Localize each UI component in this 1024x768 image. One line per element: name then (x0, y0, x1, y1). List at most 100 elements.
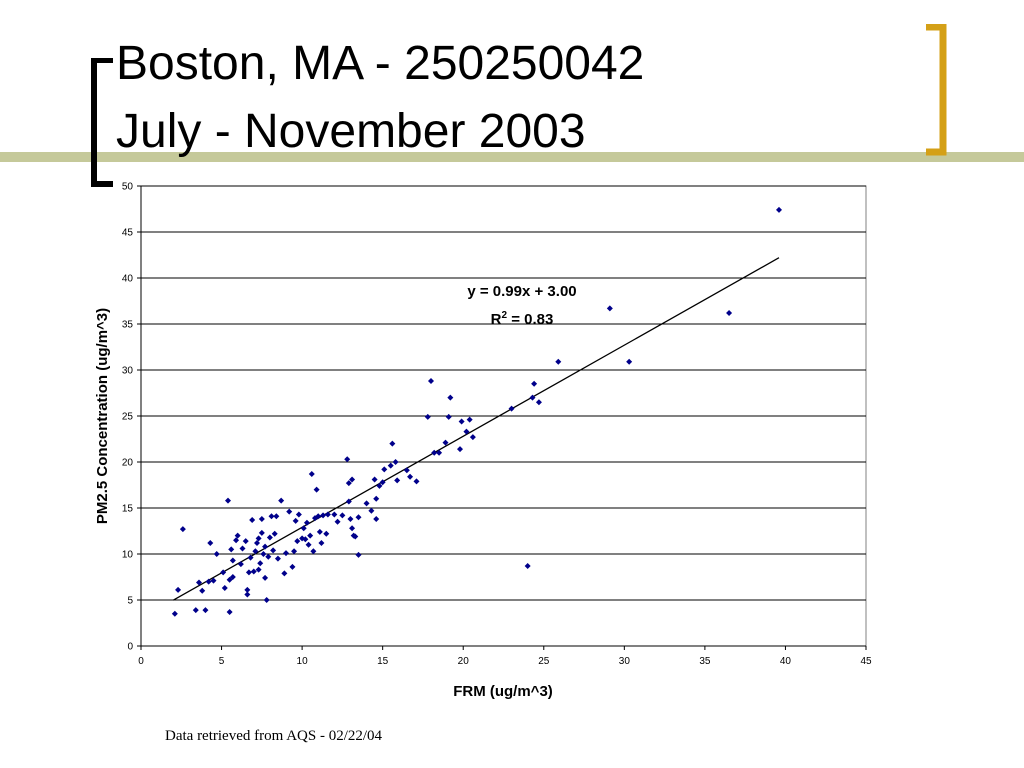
data-source-footer: Data retrieved from AQS - 02/22/04 (165, 728, 383, 744)
data-point (313, 486, 320, 493)
x-tick-label: 15 (377, 656, 389, 667)
data-point (529, 394, 536, 401)
data-point (381, 466, 388, 473)
data-point (300, 525, 307, 532)
data-point (431, 449, 438, 456)
y-tick-label: 40 (122, 274, 134, 285)
right-bracket-shape (926, 24, 947, 156)
trendline-group (172, 257, 780, 601)
x-tick-label: 20 (458, 656, 470, 667)
data-point (291, 548, 298, 555)
data-point (320, 512, 327, 519)
data-point (379, 479, 386, 486)
x-tick-label: 5 (219, 656, 225, 667)
data-point (255, 535, 262, 542)
data-point (394, 477, 401, 484)
data-point (295, 511, 302, 518)
data-point (244, 591, 251, 598)
data-point (531, 380, 538, 387)
data-point (262, 574, 269, 581)
x-tick-label: 30 (619, 656, 631, 667)
data-point (403, 467, 410, 474)
data-point (263, 597, 270, 603)
data-point (389, 440, 396, 447)
data-point (234, 532, 241, 539)
data-point (229, 574, 236, 580)
data-point (228, 546, 235, 553)
data-point (305, 541, 312, 548)
data-point (229, 557, 236, 564)
data-point (207, 539, 214, 546)
data-point (249, 516, 256, 523)
data-point (344, 456, 351, 463)
r2-prefix: R (491, 311, 502, 328)
trendline (172, 257, 780, 601)
y-axis-label: PM2.5 Concentration (ug/m^3) (94, 308, 111, 524)
data-point (726, 309, 733, 316)
x-tick-label: 35 (699, 656, 711, 667)
data-point (271, 530, 278, 537)
data-point (349, 476, 356, 483)
data-point (220, 569, 227, 576)
axes: 0 5 10 15 20 25 30 35 40 45 50 0 5 10 15 20 25 30 35 40 45 (122, 182, 872, 668)
data-point (428, 378, 434, 385)
data-point (352, 533, 359, 540)
y-tick-label: 5 (127, 596, 133, 607)
data-point (535, 399, 542, 406)
regression-equation: y = 0.99x + 3.00 (467, 283, 576, 300)
data-point (463, 428, 470, 435)
data-point (245, 569, 252, 576)
data-point (524, 562, 531, 569)
data-point (373, 495, 380, 502)
data-point (387, 462, 394, 469)
data-point (424, 413, 431, 420)
data-point (508, 405, 515, 412)
x-tick-label: 45 (860, 656, 872, 667)
data-point (345, 498, 352, 505)
data-point (413, 478, 420, 485)
data-point (345, 480, 352, 487)
data-point (458, 418, 465, 425)
slide-title-line-2: July - November 2003 (116, 105, 586, 158)
data-point (221, 585, 228, 592)
data-point (266, 534, 273, 541)
r2-superscript: 2 (501, 310, 507, 321)
data-point (371, 476, 378, 483)
y-tick-label: 25 (122, 412, 134, 423)
data-point (289, 563, 296, 570)
data-point (316, 528, 323, 535)
data-point (292, 517, 299, 524)
y-tick-label: 15 (122, 504, 134, 515)
data-point (273, 513, 280, 520)
data-point (268, 513, 275, 520)
r-squared-label: R2 = 0.83 (491, 310, 554, 328)
data-point (196, 579, 202, 586)
data-point (175, 586, 182, 593)
data-point (436, 449, 443, 456)
data-point (274, 555, 281, 562)
data-point (192, 607, 199, 614)
data-point (205, 578, 212, 585)
data-point (310, 548, 317, 555)
y-tick-label: 50 (122, 182, 134, 193)
left-bracket (91, 58, 113, 187)
data-point (239, 545, 246, 552)
data-point (555, 358, 562, 365)
data-point (171, 610, 178, 617)
x-tick-label: 40 (780, 656, 792, 667)
data-point (339, 512, 346, 519)
data-point (307, 532, 314, 539)
data-point (233, 537, 240, 544)
x-tick-label: 10 (297, 656, 309, 667)
data-point (626, 358, 633, 365)
data-point (247, 554, 254, 561)
data-point (315, 513, 322, 520)
data-point (334, 518, 341, 525)
y-tick-label: 30 (122, 366, 134, 377)
data-point (252, 548, 259, 555)
y-tick-label: 10 (122, 550, 134, 561)
data-point (225, 497, 231, 504)
data-point (237, 561, 244, 568)
data-point (281, 570, 288, 577)
data-point (286, 508, 293, 515)
